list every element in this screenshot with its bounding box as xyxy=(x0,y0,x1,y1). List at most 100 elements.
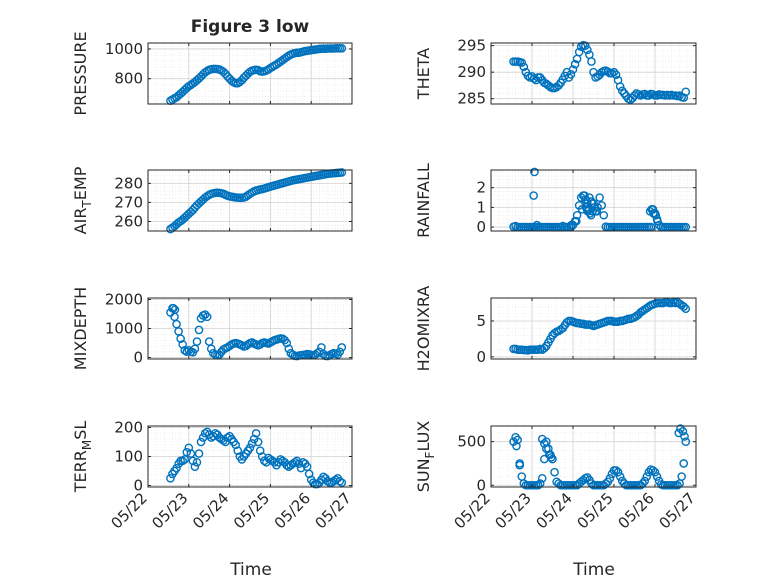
data-point xyxy=(550,467,559,477)
y-axis-label-part: SUN xyxy=(414,458,433,492)
data-point xyxy=(255,446,265,455)
data-point xyxy=(192,458,202,467)
data-point xyxy=(519,62,529,72)
y-tick-label: 2 xyxy=(476,179,486,197)
y-axis-label-subscript: M xyxy=(80,440,94,450)
data-point xyxy=(640,89,650,99)
data-point xyxy=(529,191,538,200)
data-point xyxy=(202,312,212,322)
data-point xyxy=(678,426,688,436)
data-point xyxy=(568,65,578,74)
plot-area xyxy=(491,426,696,487)
data-point xyxy=(681,87,691,97)
axes-box xyxy=(490,42,697,105)
x-tick-label: 05/22 xyxy=(108,489,151,532)
y-axis-label-part: TERR xyxy=(71,450,90,493)
x-tick-label: 05/25 xyxy=(230,489,273,532)
data-point xyxy=(540,343,549,353)
data-point xyxy=(255,340,265,349)
data-point xyxy=(180,345,190,355)
data-point xyxy=(335,476,345,486)
data-point xyxy=(603,67,613,76)
y-tick-label: 100 xyxy=(114,448,143,466)
y-axis-label: AIRTEMP xyxy=(71,166,94,234)
data-point xyxy=(676,424,685,433)
data-point xyxy=(530,167,539,177)
y-tick-label: 800 xyxy=(114,70,143,88)
y-tick-label: 500 xyxy=(457,433,486,451)
y-axis-label: TERRMSL xyxy=(71,421,94,494)
data-point xyxy=(613,467,623,477)
data-point xyxy=(282,338,292,348)
data-point xyxy=(257,452,267,461)
data-point xyxy=(200,428,210,438)
data-point xyxy=(319,349,328,359)
data-point xyxy=(572,210,582,220)
y-tick-label: 0 xyxy=(133,477,143,495)
data-point xyxy=(586,210,596,220)
y-tick-label: 1000 xyxy=(105,40,143,58)
data-point xyxy=(245,443,255,453)
x-tick-label: 05/26 xyxy=(271,489,314,532)
x-axis-label-left: Time xyxy=(229,560,272,580)
data-point xyxy=(168,303,178,313)
data-point xyxy=(335,347,345,357)
data-point xyxy=(182,347,192,357)
data-point xyxy=(337,343,347,352)
data-point xyxy=(282,460,292,470)
y-axis-label-subscript: F xyxy=(423,451,437,458)
data-point xyxy=(337,168,347,177)
data-point xyxy=(178,340,187,349)
data-point xyxy=(571,216,581,226)
data-point xyxy=(595,193,604,202)
y-axis-label-part: SL xyxy=(71,421,90,440)
data-point xyxy=(190,462,200,471)
data-point xyxy=(546,453,556,462)
y-axis-label: SUNFLUX xyxy=(414,421,437,493)
data-point xyxy=(583,45,592,55)
data-point xyxy=(290,458,300,467)
data-point xyxy=(294,459,304,469)
data-point xyxy=(337,478,347,487)
data-point xyxy=(615,82,625,91)
data-point xyxy=(649,208,658,218)
y-tick-label: 5 xyxy=(476,312,486,330)
data-point xyxy=(653,216,662,226)
x-tick-label: 05/23 xyxy=(148,489,191,532)
axes-box xyxy=(490,425,697,488)
y-axis-label: MIXDEPTH xyxy=(71,287,90,370)
y-axis-label: H2OMIXRA xyxy=(414,286,433,372)
y-tick-label: 290 xyxy=(457,63,486,81)
data-point xyxy=(533,480,543,490)
data-point xyxy=(615,472,625,481)
data-point xyxy=(673,480,682,490)
data-point xyxy=(176,334,185,343)
data-point xyxy=(182,447,192,457)
data-point xyxy=(308,478,318,487)
data-point xyxy=(208,348,218,358)
data-point xyxy=(517,58,527,67)
data-point xyxy=(184,443,194,453)
y-axis-label: PRESSURE xyxy=(71,31,90,115)
data-point xyxy=(170,305,180,314)
x-tick-label: 05/24 xyxy=(189,489,232,532)
data-point xyxy=(196,437,206,447)
data-point xyxy=(166,473,175,483)
y-axis-label: RAINFALL xyxy=(414,163,433,238)
data-point xyxy=(588,207,597,216)
data-point xyxy=(284,344,294,354)
data-point xyxy=(188,456,198,466)
axes-box xyxy=(147,169,353,232)
data-point xyxy=(566,70,576,79)
data-point xyxy=(223,433,232,442)
y-axis-label-part: AIR xyxy=(71,208,90,235)
data-point xyxy=(184,345,194,355)
axes-mixdepth: 0 1000 2000 MIXDEPTH xyxy=(71,287,353,370)
data-point xyxy=(574,47,584,57)
axes-box xyxy=(490,297,697,360)
axes-pressure: 800 1000 PRESSURE xyxy=(71,31,353,116)
data-point xyxy=(679,93,689,102)
